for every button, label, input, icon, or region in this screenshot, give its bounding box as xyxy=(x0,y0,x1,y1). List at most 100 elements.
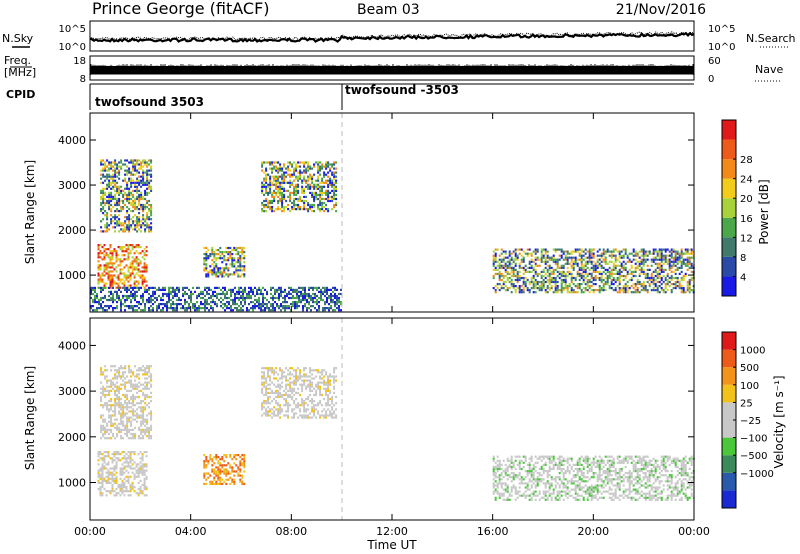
range-cell xyxy=(114,171,117,174)
range-cell xyxy=(105,479,108,482)
range-cell xyxy=(620,266,623,269)
range-cell xyxy=(676,260,679,263)
range-cell xyxy=(106,389,109,392)
range-cell xyxy=(588,256,591,259)
range-cell xyxy=(113,494,116,497)
range-cell xyxy=(138,163,141,166)
range-cell xyxy=(140,220,143,223)
range-cell xyxy=(130,218,133,221)
range-cell xyxy=(336,298,338,302)
range-cell xyxy=(119,248,122,251)
range-cell xyxy=(270,309,272,312)
range-cell xyxy=(217,472,220,475)
range-cell xyxy=(498,264,501,267)
range-cell xyxy=(120,165,123,168)
range-cell xyxy=(100,404,103,407)
range-cell xyxy=(168,298,170,302)
range-cell xyxy=(233,273,236,276)
colorbar-tick-label: 24 xyxy=(740,175,753,186)
range-cell xyxy=(108,410,111,413)
range-cell xyxy=(302,286,304,289)
range-cell xyxy=(92,286,94,289)
range-cell xyxy=(325,161,328,164)
range-cell xyxy=(198,294,200,298)
range-cell xyxy=(119,459,122,462)
range-cell xyxy=(654,258,657,261)
range-cell xyxy=(232,303,234,306)
range-cell xyxy=(652,287,655,290)
range-cell xyxy=(303,175,306,178)
range-cell xyxy=(644,285,647,288)
range-cell xyxy=(124,414,127,417)
range-cell xyxy=(150,309,152,312)
range-cell xyxy=(142,197,145,201)
range-cell xyxy=(271,391,274,394)
range-cell xyxy=(124,371,127,374)
range-cell xyxy=(104,175,107,178)
range-cell xyxy=(184,309,186,312)
range-cell xyxy=(132,161,135,164)
colorbar-segment xyxy=(722,237,736,257)
range-cell xyxy=(132,169,135,172)
range-cell xyxy=(117,483,120,487)
range-cell xyxy=(556,266,559,269)
range-cell xyxy=(203,482,206,485)
range-cell xyxy=(648,283,651,286)
range-cell xyxy=(672,264,675,267)
range-cell xyxy=(318,286,320,289)
range-cell xyxy=(204,303,206,306)
nave-tick-top: 60 xyxy=(708,56,721,67)
range-cell xyxy=(125,244,128,247)
range-cell xyxy=(323,191,326,194)
range-cell xyxy=(102,189,105,192)
range-cell xyxy=(644,260,647,263)
range-cell xyxy=(121,490,124,493)
range-cell xyxy=(236,303,238,306)
range-cell xyxy=(101,465,104,468)
range-cell xyxy=(139,479,142,482)
range-cell xyxy=(228,288,230,291)
range-cell xyxy=(194,290,196,293)
range-cell xyxy=(214,294,216,298)
range-cell xyxy=(130,177,133,180)
range-cell xyxy=(494,256,497,259)
range-cell xyxy=(217,460,220,463)
range-cell xyxy=(317,163,320,166)
range-cell xyxy=(172,294,174,298)
range-cell xyxy=(510,262,513,265)
range-cell xyxy=(566,258,569,261)
range-cell xyxy=(279,167,282,170)
range-cell xyxy=(335,193,338,196)
range-cell xyxy=(656,254,659,257)
range-cell xyxy=(688,260,691,263)
range-cell xyxy=(588,254,591,257)
range-cell xyxy=(113,282,116,285)
range-cell xyxy=(126,218,129,221)
range-cell xyxy=(114,159,117,162)
range-cell xyxy=(108,404,111,407)
range-cell xyxy=(265,175,268,178)
range-cell xyxy=(258,305,260,308)
range-cell xyxy=(662,262,665,265)
range-cell xyxy=(588,252,591,255)
range-cell xyxy=(520,254,523,257)
range-cell xyxy=(116,203,119,207)
range-cell xyxy=(125,264,128,267)
range-cell xyxy=(267,406,270,409)
range-cell xyxy=(126,305,128,308)
range-cell xyxy=(122,201,125,205)
range-cell xyxy=(300,301,302,304)
range-cell xyxy=(150,208,153,211)
range-cell xyxy=(263,375,266,378)
range-cell xyxy=(267,387,270,390)
range-cell xyxy=(568,270,571,273)
range-cell xyxy=(229,255,232,258)
range-cell xyxy=(315,185,318,188)
range-cell xyxy=(134,290,136,293)
range-cell xyxy=(221,251,224,254)
range-cell xyxy=(194,303,196,306)
range-cell xyxy=(308,303,310,306)
range-cell xyxy=(303,195,306,198)
range-cell xyxy=(106,228,109,231)
range-cell xyxy=(528,289,531,292)
